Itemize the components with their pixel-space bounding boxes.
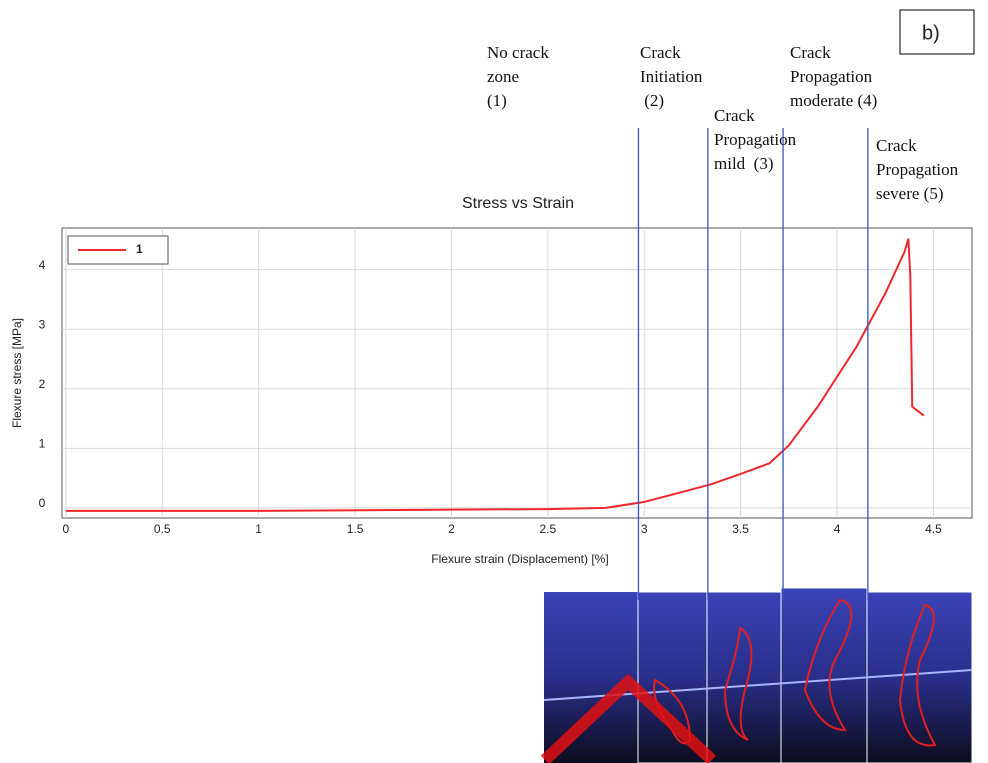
annotation: severe (5) [876,184,944,203]
x-tick-label: 2.5 [540,522,557,536]
annotation: Crack [790,43,831,62]
x-tick-label: 4 [834,522,841,536]
annotation: (1) [487,91,507,110]
y-tick-label: 1 [39,437,46,451]
annotation: Crack [714,106,755,125]
x-tick-label: 1 [255,522,262,536]
annotation: (2) [640,91,664,110]
photos [540,587,973,763]
y-tick-label: 4 [39,258,46,272]
annotation: mild (3) [714,154,774,173]
photo [637,591,708,763]
crack-outline [723,626,753,741]
x-axis-label: Flexure strain (Displacement) [%] [431,552,608,566]
plot-area [61,227,973,519]
x-tick-label: 2 [448,522,455,536]
x-tick-label: 0.5 [154,522,171,536]
annotation: No crack [487,43,549,62]
crack-outline [898,603,937,747]
y-tick-label: 2 [39,377,46,391]
photo [544,592,638,763]
data-line [65,238,925,512]
annotation: moderate (4) [790,91,877,110]
x-tick-label: 3.5 [732,522,749,536]
y-tick-label: 3 [39,317,46,331]
x-tick-label: 0 [63,522,70,536]
x-tick-label: 3 [641,522,648,536]
panel-label: b) [922,22,940,44]
annotation: zone [487,67,519,86]
panel-label-box [899,9,975,55]
y-axis-label: Flexure stress [MPa] [10,318,24,428]
crack-outline [803,598,853,732]
annotation: Propagation [790,67,873,86]
photo [780,587,868,763]
annotation: Propagation [876,160,959,179]
annotation: Crack [640,43,681,62]
annotation: Initiation [640,67,703,86]
x-tick-label: 1.5 [347,522,364,536]
annotation: Crack [876,136,917,155]
x-tick-label: 4.5 [925,522,942,536]
chart-title: Stress vs Strain [462,195,574,212]
legend-label: 1 [136,242,143,256]
y-tick-label: 0 [39,496,46,510]
watermark [540,673,717,763]
annotation: Propagation [714,130,797,149]
